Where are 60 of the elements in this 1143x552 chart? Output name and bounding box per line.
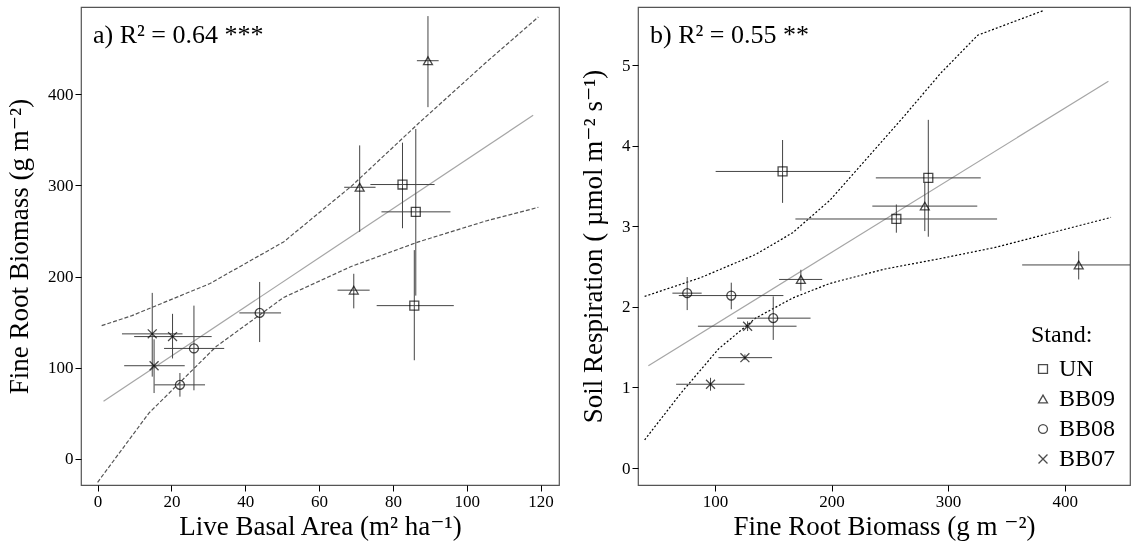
point	[410, 206, 421, 217]
point	[891, 213, 902, 225]
line-series	[644, 9, 1045, 297]
y-axis-title: Fine Root Biomass (g m⁻²)	[4, 98, 34, 395]
y-tick-label: 4	[622, 136, 631, 156]
y-tick-label: 200	[48, 267, 74, 286]
point	[742, 321, 753, 332]
x-tick-label: 200	[819, 491, 845, 511]
x-tick-label: 20	[163, 491, 181, 511]
x-axis-title: Live Basal Area (m² ha⁻¹)	[179, 510, 462, 541]
point	[705, 379, 716, 390]
point	[188, 343, 200, 354]
x-tick-label: 80	[384, 491, 402, 511]
point	[174, 379, 186, 390]
y-axis-title: Soil Respiration ( µmol m⁻² s⁻¹)	[578, 69, 608, 424]
point	[726, 290, 737, 301]
legend-label: BB07	[1059, 445, 1116, 471]
point	[147, 328, 158, 339]
y-tick-label: 300	[48, 175, 74, 195]
point	[768, 313, 779, 324]
point	[254, 307, 265, 319]
point	[148, 360, 160, 371]
point	[348, 285, 359, 295]
point	[919, 201, 930, 211]
legend-label: UN	[1059, 355, 1094, 381]
point	[795, 274, 806, 284]
legend-title: Stand:	[1031, 321, 1093, 347]
y-tick-label: 2	[622, 297, 631, 317]
x-tick-label: 100	[454, 491, 480, 511]
point	[409, 300, 420, 311]
line-series	[644, 216, 1112, 441]
x-axis-title: Fine Root Biomass (g m ⁻²)	[733, 510, 1036, 541]
y-tick-label: 5	[622, 55, 631, 75]
point	[923, 172, 934, 184]
y-tick-label: 100	[48, 358, 74, 378]
point	[422, 56, 434, 66]
legend-label: BB09	[1059, 385, 1116, 411]
legend-label: BB08	[1059, 415, 1116, 441]
x-tick-label: 40	[237, 491, 255, 511]
x-tick-label: 0	[93, 491, 103, 511]
y-tick-label: 400	[48, 84, 74, 104]
annotation: a) R² = 0.64 ***	[93, 20, 264, 49]
point	[777, 166, 788, 177]
point	[682, 288, 693, 299]
x-tick-label: 100	[702, 491, 729, 511]
y-tick-label: 0	[622, 458, 631, 478]
x-tick-label: 120	[528, 491, 554, 511]
point	[397, 179, 408, 190]
x-tick-label: 300	[935, 491, 962, 511]
annotation: b) R² = 0.55 **	[650, 20, 809, 49]
line-series	[97, 206, 539, 483]
y-tick-label: 0	[65, 449, 74, 469]
x-tick-label: 60	[311, 491, 329, 511]
y-tick-label: 3	[622, 216, 631, 236]
point	[167, 331, 178, 342]
y-tick-label: 1	[622, 377, 631, 397]
point	[739, 352, 751, 363]
point	[354, 182, 365, 192]
x-tick-label: 400	[1052, 491, 1078, 511]
point	[1073, 260, 1084, 270]
